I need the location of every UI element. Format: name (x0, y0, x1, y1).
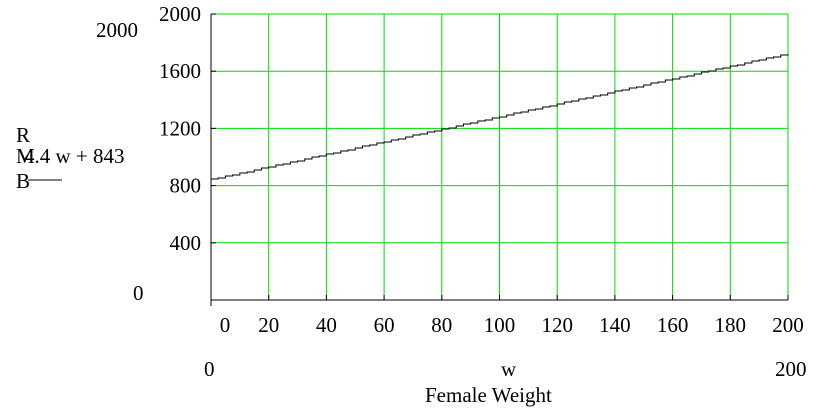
y-tick-label-1200: 1200 (159, 116, 201, 140)
x-tick-label-100: 100 (484, 313, 516, 337)
x-tick-label-180: 180 (715, 313, 747, 337)
y-axis-letter-r: R (16, 123, 30, 147)
y-axis-letter-b: B (16, 169, 30, 193)
x-range-max-label: 200 (775, 357, 807, 381)
series-line-0 (211, 54, 789, 180)
x-tick-label-200: 200 (772, 313, 804, 337)
y-tick-label-1600: 1600 (159, 59, 201, 83)
x-tick-label-140: 140 (599, 313, 631, 337)
grid-lines (211, 13, 789, 300)
x-axis-title: Female Weight (425, 383, 552, 407)
y-range-min-label: 0 (133, 281, 144, 305)
x-tick-label-20: 20 (258, 313, 279, 337)
y-tick-label-2000: 2000 (159, 2, 201, 26)
x-tick-label-80: 80 (431, 313, 452, 337)
x-tick-label-40: 40 (316, 313, 337, 337)
y-range-max-label: 2000 (96, 18, 138, 42)
y-tick-label-400: 400 (170, 231, 202, 255)
axes (210, 13, 789, 306)
x-tick-label-160: 160 (657, 313, 689, 337)
tick-labels: 0 20 40 60 80 100 120 140 160 180 200 400 800 1200 160… (159, 2, 804, 337)
x-tick-label-60: 60 (374, 313, 395, 337)
y-tick-label-800: 800 (170, 174, 202, 198)
x-tick-label-120: 120 (541, 313, 573, 337)
series-layer (211, 54, 789, 180)
expression-label: 4.4 w + 843 (24, 144, 125, 168)
x-tick-label-0: 0 (220, 313, 231, 337)
x-axis-variable-label: w (501, 357, 517, 381)
y-axis-letter-m: M (16, 144, 35, 168)
x-range-min-label: 0 (204, 357, 215, 381)
